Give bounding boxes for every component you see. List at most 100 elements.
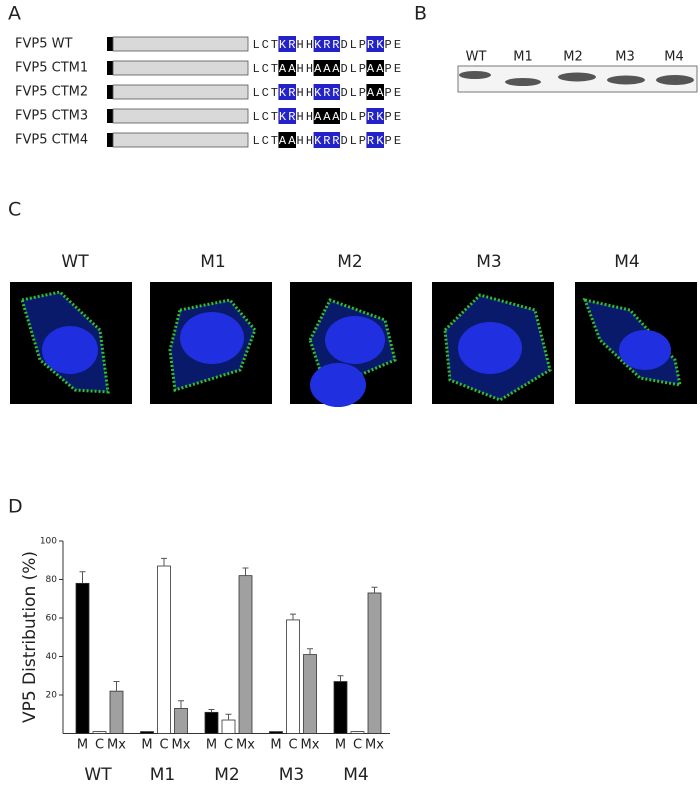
series-label: M bbox=[335, 738, 346, 753]
sequence-segment: LCT bbox=[253, 110, 278, 124]
series-label: M bbox=[77, 738, 88, 753]
sequence-segment: DLP bbox=[341, 38, 366, 52]
error-bar bbox=[242, 567, 249, 576]
series-label: C bbox=[159, 738, 168, 753]
x-tick-label: M2 bbox=[214, 765, 239, 785]
sequence-segment: RK bbox=[367, 134, 384, 148]
x-tick-label: M1 bbox=[150, 765, 175, 785]
residue-highlight bbox=[313, 60, 340, 76]
lane-label: M1 bbox=[513, 50, 533, 65]
panel-label: B bbox=[414, 3, 427, 25]
sequence-segment: AA bbox=[279, 62, 296, 76]
sequence-segment: AAA bbox=[314, 110, 340, 124]
sequence-segment: HH bbox=[297, 38, 314, 52]
y-tick-label: 40 bbox=[46, 652, 58, 662]
residue-highlight bbox=[278, 132, 296, 148]
construct-label: FVP5 CTM2 bbox=[15, 85, 88, 100]
micrographs bbox=[10, 282, 697, 407]
series-label: Mx bbox=[107, 738, 126, 753]
sequence-segment: HH bbox=[297, 86, 314, 100]
image-label: M3 bbox=[476, 252, 501, 272]
panel-label: C bbox=[8, 199, 21, 221]
image-label: WT bbox=[61, 252, 89, 272]
error-bar bbox=[113, 681, 120, 692]
residue-highlight bbox=[313, 108, 340, 124]
construct-label: FVP5 CTM4 bbox=[15, 133, 88, 148]
residue-highlight bbox=[366, 132, 384, 148]
sequence-segment: PE bbox=[385, 62, 402, 76]
sequence-segment: DLP bbox=[341, 134, 366, 148]
y-tick-label: 60 bbox=[46, 614, 58, 624]
protein-body bbox=[112, 132, 249, 148]
sequence-segment: HH bbox=[297, 134, 314, 148]
sequence-segment: AA bbox=[367, 86, 384, 100]
residue-highlight bbox=[278, 84, 296, 100]
sequence-segment: PE bbox=[385, 110, 402, 124]
sequence-segment: PE bbox=[385, 86, 402, 100]
protein-body bbox=[112, 108, 249, 124]
bar bbox=[204, 711, 219, 734]
error-bar bbox=[79, 571, 86, 584]
sequence-segment: DLP bbox=[341, 62, 366, 76]
bar bbox=[109, 690, 124, 734]
series-label: C bbox=[224, 738, 233, 753]
sequence-segment: LCT bbox=[253, 38, 278, 52]
sequence-segment: DLP bbox=[341, 86, 366, 100]
error-bar bbox=[208, 708, 215, 713]
tm-domain bbox=[107, 61, 113, 75]
bar bbox=[303, 654, 317, 734]
y-tick-label: 100 bbox=[40, 537, 57, 547]
protein-body bbox=[112, 36, 249, 52]
bar bbox=[157, 565, 171, 734]
tm-domain bbox=[107, 133, 113, 147]
image-label: M2 bbox=[337, 252, 362, 272]
sequence-segment: PE bbox=[385, 38, 402, 52]
lane-label: M4 bbox=[664, 50, 684, 65]
sequence-segment: AAA bbox=[314, 62, 340, 76]
sequence-segment: KRR bbox=[314, 86, 339, 100]
error-bar bbox=[307, 648, 313, 655]
residue-highlight bbox=[313, 84, 340, 100]
residue-highlight bbox=[278, 60, 296, 76]
sequence-segment: HH bbox=[297, 62, 314, 76]
y-tick-label: 20 bbox=[46, 691, 58, 701]
bar bbox=[286, 619, 300, 734]
bar bbox=[367, 592, 382, 734]
series-label: M bbox=[206, 738, 217, 753]
image-label: M1 bbox=[200, 252, 225, 272]
lane-label: M2 bbox=[563, 50, 583, 65]
blot-bands bbox=[459, 71, 694, 86]
residue-highlight bbox=[366, 108, 384, 124]
series-label: C bbox=[288, 738, 297, 753]
residue-highlight bbox=[366, 36, 384, 52]
sequence-segment: KRR bbox=[314, 134, 339, 148]
sequence-segment: PE bbox=[385, 134, 402, 148]
sequence-segment: RK bbox=[367, 38, 384, 52]
x-tick-label: M3 bbox=[279, 765, 304, 785]
series-label: Mx bbox=[301, 738, 320, 753]
panel-label: D bbox=[8, 496, 23, 518]
error-bar bbox=[290, 613, 296, 620]
bar bbox=[333, 681, 348, 734]
error-bar bbox=[161, 557, 167, 567]
series-label: M bbox=[141, 738, 152, 753]
lane-label: WT bbox=[466, 50, 487, 65]
tm-domain bbox=[107, 85, 113, 99]
series-label: C bbox=[95, 738, 104, 753]
y-tick-label: 80 bbox=[46, 575, 58, 585]
bar bbox=[75, 582, 90, 734]
x-tick-label: M4 bbox=[343, 765, 368, 785]
construct-label: FVP5 CTM3 bbox=[15, 109, 88, 124]
sequence-segment: RK bbox=[367, 110, 384, 124]
series-label: Mx bbox=[236, 738, 255, 753]
sequence-segment: AA bbox=[279, 134, 296, 148]
y-axis-label: VP5 Distribution (%) bbox=[20, 551, 40, 723]
series-label: C bbox=[353, 738, 362, 753]
error-bar bbox=[337, 675, 344, 682]
construct-label: FVP5 CTM1 bbox=[15, 61, 88, 76]
series-label: M bbox=[270, 738, 281, 753]
residue-highlight bbox=[366, 84, 384, 100]
residue-highlight bbox=[313, 132, 340, 148]
x-tick-label: WT bbox=[84, 765, 112, 785]
residue-highlight bbox=[278, 108, 296, 124]
